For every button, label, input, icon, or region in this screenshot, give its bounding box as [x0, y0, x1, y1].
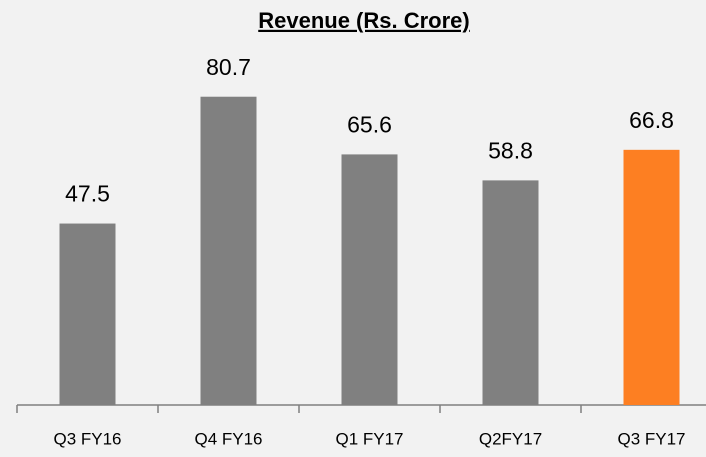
x-tick-label: Q2FY17 — [479, 429, 542, 448]
value-label: 66.8 — [629, 107, 674, 133]
x-tick-label: Q4 FY16 — [194, 429, 262, 448]
x-tick-label: Q3 FY16 — [53, 429, 121, 448]
bar — [59, 223, 116, 405]
bar — [341, 154, 398, 405]
bar — [482, 180, 539, 405]
x-tick-label: Q3 FY17 — [617, 429, 685, 448]
value-label: 58.8 — [488, 137, 533, 163]
value-label: 65.6 — [347, 111, 392, 137]
value-label: 80.7 — [206, 54, 251, 80]
bar — [623, 149, 680, 405]
value-label: 47.5 — [65, 181, 110, 207]
bar — [200, 96, 257, 405]
chart-title: Revenue (Rs. Crore) — [258, 8, 470, 33]
x-tick-label: Q1 FY17 — [335, 429, 403, 448]
